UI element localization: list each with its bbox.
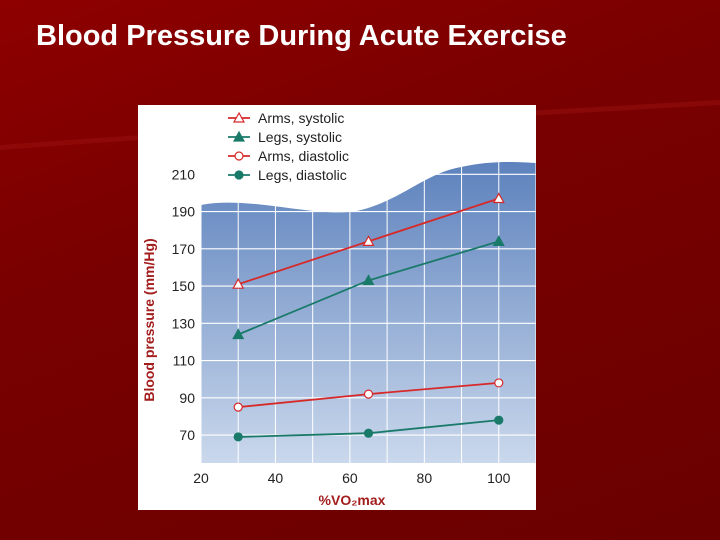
legend-marker bbox=[234, 151, 244, 161]
data-point-0-2 bbox=[492, 192, 505, 204]
y-tick-label: 210 bbox=[172, 166, 196, 182]
bp-line-chart: 70 90 110 130 150 170 190 210 20 40 60 80 100 Arms, … bbox=[141, 110, 536, 508]
y-tick-label: 170 bbox=[172, 241, 196, 257]
y-tick-label: 70 bbox=[179, 427, 195, 443]
data-point-1-0 bbox=[232, 328, 245, 340]
data-point-3-0 bbox=[233, 432, 243, 442]
slide-title: Blood Pressure During Acute Exercise bbox=[36, 20, 567, 52]
x-tick-label: 60 bbox=[342, 470, 358, 486]
series-markers bbox=[232, 192, 505, 442]
y-tick-label: 110 bbox=[173, 353, 196, 369]
data-point-0-0 bbox=[232, 277, 245, 289]
grid-lines bbox=[200, 160, 536, 463]
data-point-3-1 bbox=[363, 428, 374, 438]
legend-marker bbox=[234, 170, 244, 180]
y-tick-label: 190 bbox=[172, 204, 196, 220]
y-tick-label: 130 bbox=[172, 315, 196, 331]
plot-area bbox=[201, 161, 536, 463]
legend-marker bbox=[232, 111, 246, 123]
x-axis-label: %VO₂max bbox=[319, 492, 386, 508]
data-point-2-1 bbox=[363, 389, 374, 399]
data-point-3-2 bbox=[494, 415, 504, 425]
data-point-1-2 bbox=[492, 235, 505, 246]
legend-label: Legs, systolic bbox=[258, 129, 342, 145]
x-tick-label: 80 bbox=[417, 470, 433, 486]
legend-label: Legs, diastolic bbox=[258, 167, 347, 183]
y-tick-label: 150 bbox=[172, 278, 196, 294]
chart-panel: 70 90 110 130 150 170 190 210 20 40 60 80 100 Arms, … bbox=[138, 105, 536, 510]
x-tick-label: 20 bbox=[193, 470, 209, 486]
y-axis-label: Blood pressure (mm/Hg) bbox=[141, 238, 157, 401]
legend-label: Arms, systolic bbox=[258, 110, 344, 126]
data-point-0-1 bbox=[362, 235, 375, 246]
y-tick-label: 90 bbox=[179, 390, 195, 406]
legend-marker bbox=[232, 130, 246, 142]
data-point-2-2 bbox=[494, 378, 504, 388]
data-point-2-0 bbox=[233, 402, 243, 412]
x-tick-label: 40 bbox=[268, 470, 284, 486]
x-tick-label: 100 bbox=[487, 470, 511, 486]
legend-label: Arms, diastolic bbox=[258, 148, 349, 164]
data-point-1-1 bbox=[362, 274, 375, 286]
tick-labels: 70 90 110 130 150 170 190 210 20 40 60 80 100 bbox=[172, 166, 511, 486]
legend: Arms, systolic Legs, systolic Arms, diasto… bbox=[228, 110, 349, 183]
